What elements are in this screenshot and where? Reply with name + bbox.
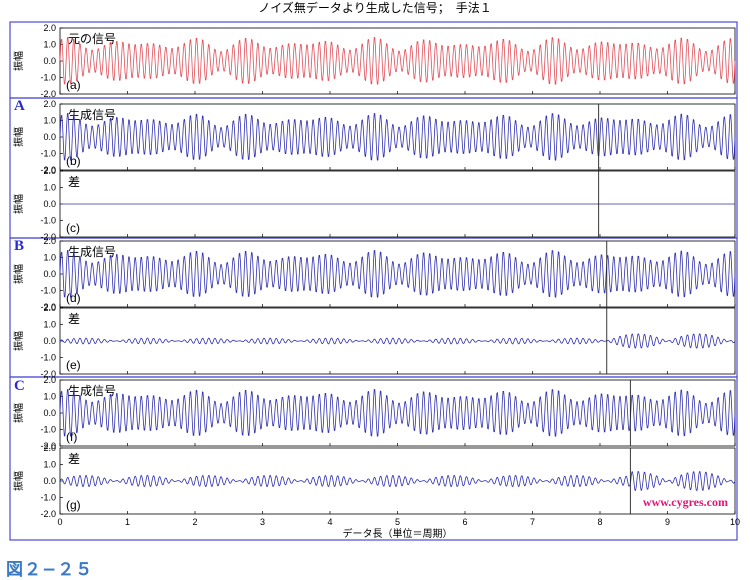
y-tick-label: 1.0 <box>43 460 56 470</box>
y-tick-label: -1.0 <box>40 149 56 159</box>
panel-d: 2.0 1.0 0.0 -1.0 -2.0 振幅 生成信号 (d) B <box>12 236 736 312</box>
panel-e-sublabel: (e) <box>66 358 81 372</box>
y-tick-label: 2.0 <box>43 99 56 109</box>
x-tick-label: 6 <box>462 517 467 527</box>
panel-e-title: 差 <box>68 312 80 326</box>
watermark-text: www.cygres.com <box>643 495 728 509</box>
panel-e: 2.0 1.0 0.0 -1.0 -2.0 振幅 差 (e) <box>12 303 736 379</box>
y-tick-label: -1.0 <box>40 73 56 83</box>
y-tick-label: 1.0 <box>43 116 56 126</box>
panel-a: 2.0 1.0 0.0 -1.0 -2.0 振幅 元の信号 (a) <box>12 23 736 99</box>
panel-b-title: 生成信号 <box>68 108 116 122</box>
y-tick-label: -1.0 <box>40 286 56 296</box>
figure-number: 図２−２５ <box>6 560 94 580</box>
panel-f-series <box>59 389 736 437</box>
y-tick-label: -1.0 <box>40 493 56 503</box>
panel-g-sublabel: (g) <box>66 498 81 512</box>
panel-g-series <box>59 471 736 491</box>
panel-g-title: 差 <box>68 452 80 466</box>
x-tick-label: 3 <box>260 517 265 527</box>
x-tick-label: 0 <box>57 517 62 527</box>
y-tick-label: -2.0 <box>40 165 56 175</box>
y-tick-label: -2.0 <box>40 232 56 242</box>
y-tick-label: 2.0 <box>43 303 56 313</box>
panel-a-sublabel: (a) <box>66 78 81 92</box>
panel-f-title: 生成信号 <box>68 384 116 398</box>
panel-b-series <box>59 113 736 161</box>
x-tick-label: 7 <box>530 517 535 527</box>
y-tick-label: 2.0 <box>43 375 56 385</box>
panel-e-series <box>59 333 736 349</box>
y-tick-label: 0.0 <box>43 199 56 209</box>
panel-c-title: 差 <box>68 175 80 189</box>
x-axis-label: データ長（単位＝周期） <box>343 527 453 540</box>
chart-figure: 2.0 1.0 0.0 -1.0 -2.0 振幅 元の信号 (a) 2.0 1.0 0.0 -1.0 -… <box>9 21 740 541</box>
panel-d-sublabel: (d) <box>66 291 81 305</box>
y-tick-label: -1.0 <box>40 425 56 435</box>
y-tick-label: 2.0 <box>43 443 56 453</box>
y-axis-label: 振幅 <box>12 264 25 284</box>
group-label-B: B <box>14 238 24 254</box>
y-tick-label: 0.0 <box>43 269 56 279</box>
group-label-C: C <box>14 378 25 394</box>
x-tick-label: 1 <box>125 517 130 527</box>
group-frame-0 <box>9 21 738 99</box>
y-tick-label: 2.0 <box>43 23 56 33</box>
y-axis-label: 振幅 <box>12 51 25 71</box>
y-tick-label: 1.0 <box>43 392 56 402</box>
panel-f: 2.0 1.0 0.0 -1.0 -2.0 振幅 生成信号 (f) C <box>12 375 736 451</box>
y-tick-label: -2.0 <box>40 369 56 379</box>
panel-c-sublabel: (c) <box>66 221 80 235</box>
x-tick-label: 9 <box>665 517 670 527</box>
x-tick-label: 5 <box>395 517 400 527</box>
y-tick-label: 2.0 <box>43 236 56 246</box>
chart-title: ノイズ無データより生成した信号； 手法１ <box>258 1 492 15</box>
panel-b-sublabel: (b) <box>66 154 81 168</box>
panel-f-sublabel: (f) <box>66 430 77 444</box>
y-axis-label: 振幅 <box>12 331 25 351</box>
y-tick-label: -1.0 <box>40 216 56 226</box>
y-tick-label: -1.0 <box>40 353 56 363</box>
y-tick-label: 2.0 <box>43 166 56 176</box>
y-tick-label: 0.0 <box>43 132 56 142</box>
panel-d-series <box>59 250 736 298</box>
y-tick-label: -2.0 <box>40 509 56 519</box>
y-tick-label: 1.0 <box>43 40 56 50</box>
y-axis-label: 振幅 <box>12 403 25 423</box>
group-label-A: A <box>14 98 25 114</box>
panel-d-title: 生成信号 <box>68 245 116 259</box>
y-tick-label: 0.0 <box>43 476 56 486</box>
panel-a-series <box>59 37 736 85</box>
y-tick-label: -2.0 <box>40 441 56 451</box>
y-tick-label: 0.0 <box>43 336 56 346</box>
panel-b: 2.0 1.0 0.0 -1.0 -2.0 振幅 生成信号 (b) A <box>12 98 736 175</box>
y-axis-label: 振幅 <box>12 127 25 147</box>
panel-a-title: 元の信号 <box>68 32 116 46</box>
group-frame-3 <box>9 376 738 541</box>
panel-c: 2.0 1.0 0.0 -1.0 -2.0 振幅 差 (c) <box>12 166 736 242</box>
y-tick-label: -2.0 <box>40 302 56 312</box>
x-tick-label: 10 <box>730 517 740 527</box>
x-tick-label: 2 <box>192 517 197 527</box>
y-tick-label: 1.0 <box>43 320 56 330</box>
y-tick-label: 1.0 <box>43 253 56 263</box>
y-tick-label: 0.0 <box>43 56 56 66</box>
y-axis-label: 振幅 <box>12 194 25 214</box>
x-tick-label: 8 <box>597 517 602 527</box>
panel-g: 2.0 1.0 0.0 -1.0 -2.0 振幅 差 (g) <box>12 443 736 519</box>
x-tick-label: 4 <box>327 517 332 527</box>
y-tick-label: 1.0 <box>43 183 56 193</box>
y-tick-label: -2.0 <box>40 89 56 99</box>
y-axis-label: 振幅 <box>12 471 25 491</box>
y-tick-label: 0.0 <box>43 408 56 418</box>
